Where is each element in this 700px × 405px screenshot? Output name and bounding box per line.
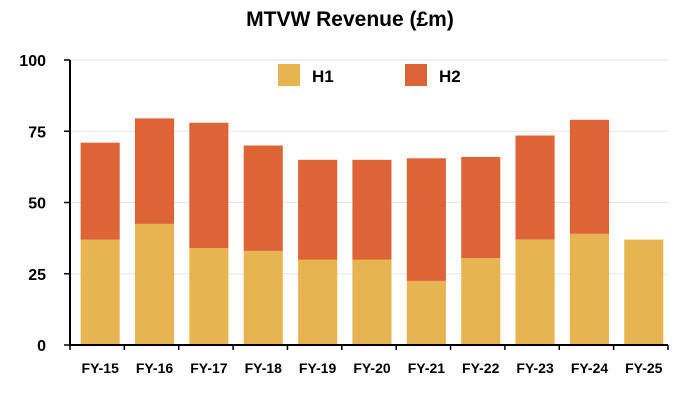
bar-h1-fy-25 [624,239,664,345]
bar-h2-fy-16 [135,118,175,224]
bar-h1-fy-15 [80,239,120,345]
bar-h1-fy-21 [406,280,446,345]
bar-h1-fy-22 [461,258,501,345]
x-category-label: FY-19 [299,360,337,376]
x-category-label: FY-21 [408,360,446,376]
x-category-label: FY-20 [353,360,391,376]
bar-h2-fy-23 [515,135,555,240]
x-category-label: FY-24 [571,360,609,376]
y-tick-label: 75 [28,124,46,141]
bar-h2-fy-15 [80,142,120,240]
y-tick-label: 100 [19,53,46,70]
legend-label-h1: H1 [312,67,334,86]
bar-h2-fy-21 [406,158,446,281]
bar-h2-fy-17 [189,122,229,249]
x-category-label: FY-22 [462,360,500,376]
bar-h2-fy-22 [461,156,501,259]
bar-h2-fy-18 [243,145,283,251]
legend-swatch-h1 [278,64,300,86]
bar-h1-fy-23 [515,239,555,345]
x-category-label: FY-18 [245,360,283,376]
bar-h1-fy-24 [569,233,609,345]
x-category-label: FY-16 [136,360,174,376]
bar-h2-fy-24 [569,119,609,234]
bar-h2-fy-20 [352,159,392,260]
x-category-label: FY-23 [516,360,554,376]
y-tick-label: 50 [28,196,46,213]
x-category-label: FY-17 [190,360,228,376]
legend-label-h2: H2 [439,67,461,86]
y-tick-label: 0 [37,338,46,355]
bar-h2-fy-19 [298,159,338,260]
x-category-label: FY-15 [82,360,120,376]
bar-h1-fy-19 [298,259,338,345]
legend-swatch-h2 [405,64,427,86]
y-tick-label: 25 [28,267,46,284]
x-category-label: FY-25 [625,360,663,376]
bar-h1-fy-18 [243,250,283,345]
bar-h1-fy-17 [189,248,229,345]
bar-h1-fy-16 [135,223,175,345]
bar-h1-fy-20 [352,259,392,345]
chart-title: MTVW Revenue (£m) [246,8,454,31]
